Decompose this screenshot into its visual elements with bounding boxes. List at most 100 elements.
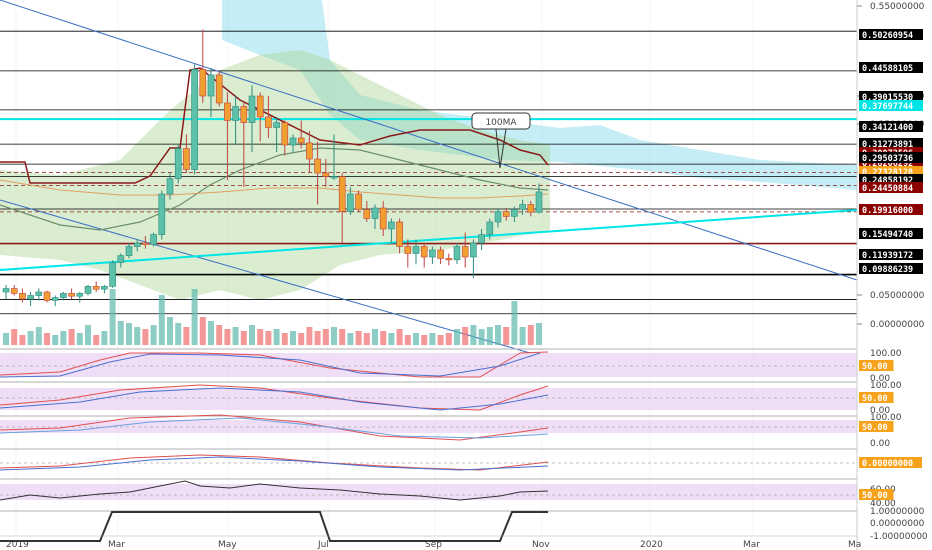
trend-line-upper xyxy=(0,0,858,281)
oscillator-band xyxy=(0,388,857,410)
oscillator-badge xyxy=(859,421,894,432)
candle-body xyxy=(27,295,34,300)
volume-bar xyxy=(314,331,321,345)
price-badge xyxy=(859,228,923,239)
oscillator-badge-text: 50.00 xyxy=(862,491,888,501)
price-badge xyxy=(859,100,923,111)
oscillator-band xyxy=(0,353,857,377)
volume-bar xyxy=(76,333,83,345)
volume-bar xyxy=(298,333,305,345)
volume-bar xyxy=(183,327,190,345)
candle-body xyxy=(289,137,297,146)
volume-bar xyxy=(322,329,329,345)
price-badges: 50.00 50.00 50.00 0.00000000 50.00 0.50260954… xyxy=(859,29,923,501)
volume-bar xyxy=(3,333,9,345)
candle-body xyxy=(109,262,116,287)
price-badge-text: 0.34121400 xyxy=(862,123,913,133)
candle-body xyxy=(43,291,51,301)
axis-tick-label: 0.55000000 xyxy=(870,2,925,12)
candle-body xyxy=(322,172,330,177)
volume-bar xyxy=(355,331,362,345)
volume-bar xyxy=(445,333,452,345)
candle-body xyxy=(453,246,461,261)
volume-bar xyxy=(486,327,493,345)
oscillator-badge-text: 50.00 xyxy=(862,362,888,372)
price-badge-text: 0.15494740 xyxy=(862,230,913,240)
volume-bar xyxy=(454,329,460,345)
volume-bar xyxy=(478,329,485,345)
candle-body xyxy=(281,122,289,146)
volume-bar xyxy=(27,331,34,345)
volume-bar xyxy=(208,321,214,345)
price-badge-text: 0.24450884 xyxy=(862,184,913,194)
ichimoku-cloud xyxy=(0,0,857,300)
oscillator-tick-label: -1.00000000 xyxy=(870,532,928,542)
oscillator-line xyxy=(0,480,549,501)
candle-body xyxy=(379,207,387,230)
candle-body xyxy=(535,191,543,213)
annotation-100ma: 100MA xyxy=(471,112,531,169)
candle-body xyxy=(248,95,256,123)
candle-body xyxy=(117,255,125,263)
candle-body xyxy=(420,246,428,258)
price-badge-text: 0.50260954 xyxy=(862,31,913,41)
volume-bar xyxy=(257,329,264,345)
time-tick-label: Mar xyxy=(743,540,760,550)
candle-body xyxy=(60,293,67,298)
oscillator-tick-label: 100.00 xyxy=(870,349,902,359)
volume-bar xyxy=(519,327,526,345)
volume-bar xyxy=(60,331,67,345)
candle-body xyxy=(215,74,223,104)
candle-body xyxy=(470,242,477,258)
oscillator-line xyxy=(0,454,549,471)
volume-bar xyxy=(429,333,436,345)
candle-body xyxy=(519,204,526,210)
volume-bar xyxy=(511,301,518,345)
volume-bar xyxy=(470,325,477,345)
candle-body xyxy=(207,74,215,97)
volume-bar xyxy=(150,325,157,345)
candle-body xyxy=(84,286,92,294)
candle-body xyxy=(388,221,395,230)
volume-bar xyxy=(339,329,346,345)
candle-body xyxy=(429,249,436,258)
volume-bar xyxy=(388,333,395,345)
volume-bar xyxy=(199,317,206,345)
oscillator-tick-label: 40.00 xyxy=(870,499,896,509)
candle-body xyxy=(2,288,10,293)
price-badge-text: 0.19916000 xyxy=(862,206,913,216)
oscillator-panels xyxy=(0,348,932,542)
volume-bar xyxy=(191,289,198,345)
oscillator-tick-label: 100.00 xyxy=(870,413,902,423)
candle-body xyxy=(461,246,469,258)
oscillator-badge xyxy=(859,457,922,468)
cloud-area xyxy=(222,0,857,190)
candle-body xyxy=(297,137,305,144)
volume-bar xyxy=(126,323,132,345)
volume-bar xyxy=(142,329,149,345)
oscillator-band xyxy=(0,484,857,500)
oscillator-line xyxy=(0,384,549,411)
price-badge-text: 0.44588105 xyxy=(862,64,913,74)
volume-bar xyxy=(363,333,370,345)
volume-bar xyxy=(167,317,173,345)
annotation-pointer xyxy=(495,128,507,169)
axis-tick-label: 0.00000000 xyxy=(870,320,925,330)
candle-body xyxy=(478,234,485,244)
candle-body xyxy=(265,116,272,128)
candle-body xyxy=(527,204,535,213)
candle-body xyxy=(363,209,371,219)
trend-line-cyan xyxy=(0,209,858,271)
oscillator-line xyxy=(0,387,549,411)
candle-body xyxy=(371,207,379,219)
candle-body xyxy=(347,193,354,212)
volume-bar xyxy=(372,329,378,345)
candle-body xyxy=(174,148,182,179)
candle-body xyxy=(19,293,26,300)
volume-bar xyxy=(52,335,59,345)
volume-bar xyxy=(101,331,108,345)
candle-body xyxy=(306,142,313,160)
candle-body xyxy=(355,193,362,210)
candle-body xyxy=(158,193,166,235)
price-badge xyxy=(859,174,923,185)
